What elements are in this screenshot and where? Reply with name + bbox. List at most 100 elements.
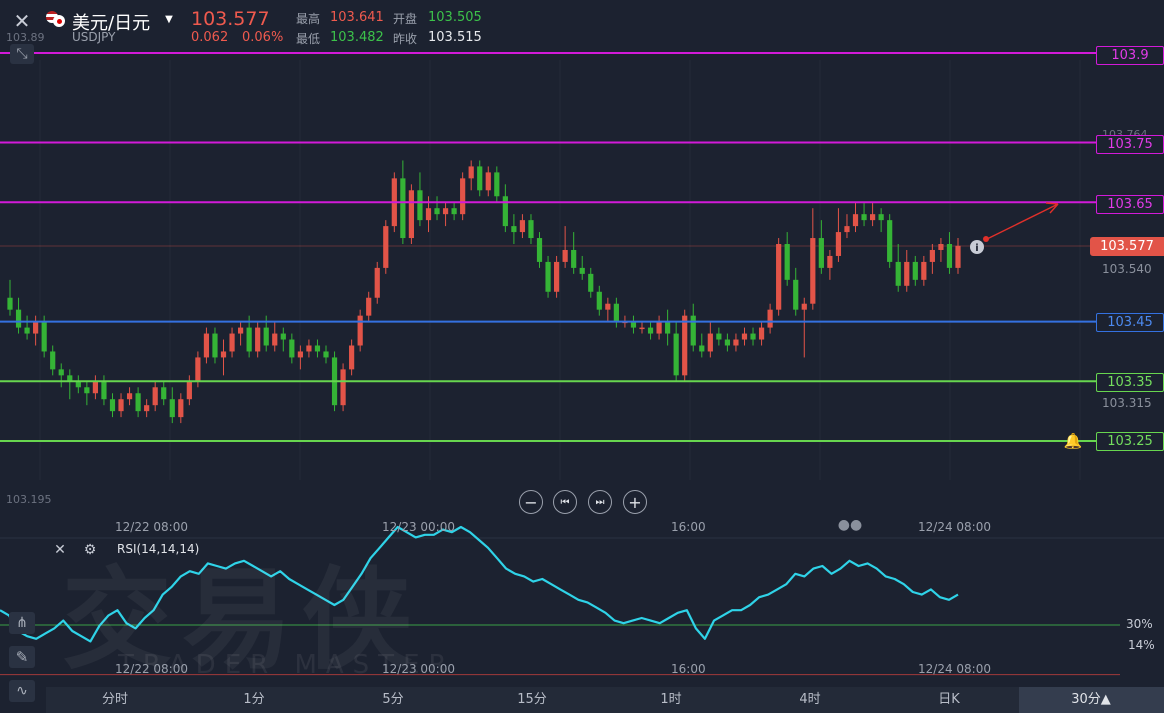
candle-down: [511, 226, 517, 233]
timeframe-tab[interactable]: 4时: [799, 692, 821, 707]
prev-close-value: 103.515: [428, 30, 482, 45]
candle-up: [272, 333, 278, 346]
candle-down: [912, 261, 918, 280]
price-change-pct: 0.06%: [242, 30, 284, 45]
candle-up: [656, 321, 662, 334]
timeframe-tab[interactable]: 1时: [660, 692, 682, 707]
candle-down: [417, 190, 423, 221]
candle-down: [84, 387, 90, 394]
candle-up: [827, 255, 833, 268]
timeframe-bar: [46, 687, 1019, 713]
timeframe-tab[interactable]: 日K: [938, 692, 960, 707]
scroll-start-button[interactable]: ⏮: [553, 490, 577, 514]
jp-flag-icon: [53, 15, 65, 27]
scroll-end-button[interactable]: ⏭: [588, 490, 612, 514]
settings-gear-icon[interactable]: ⚙: [83, 542, 97, 558]
pair-name[interactable]: 美元/日元: [72, 13, 151, 34]
candle-down: [895, 261, 901, 286]
candle-up: [408, 190, 415, 239]
candle-up: [605, 303, 611, 310]
timeframe-selected-bg: [1019, 687, 1164, 713]
level-label: 103.75: [1096, 135, 1164, 154]
candle-up: [220, 351, 227, 358]
price-tick: 103.540: [1102, 262, 1152, 276]
candle-up: [553, 261, 560, 292]
price-tick: 103.315: [1102, 396, 1152, 410]
candle-down: [289, 339, 295, 358]
candle-up: [118, 399, 124, 412]
price-tick: 103.89: [6, 31, 45, 44]
candle-down: [50, 351, 56, 370]
trend-arrow-head: [1045, 202, 1059, 214]
candle-down: [665, 321, 671, 334]
price-change: 0.062: [191, 30, 229, 45]
pencil-icon[interactable]: ✎: [9, 646, 35, 668]
dropdown-icon[interactable]: ▼: [165, 13, 173, 25]
timeframe-tab[interactable]: 5分: [382, 692, 404, 707]
candle-down: [434, 208, 440, 215]
candle-up: [237, 327, 244, 334]
trend-arrow-line: [984, 203, 1059, 241]
pair-symbol: USDJPY: [72, 30, 116, 44]
candle-up: [921, 261, 927, 280]
alarm-bell-icon[interactable]: 🔔: [1063, 432, 1083, 450]
indicator-icon[interactable]: ∿: [9, 680, 35, 702]
timeframe-tab[interactable]: 15分: [517, 692, 547, 707]
timeframe-tab-selected[interactable]: 30分▲: [1071, 692, 1111, 707]
collapse-icon[interactable]: ⤡: [10, 44, 34, 64]
zoom-in-button[interactable]: +: [623, 490, 647, 514]
candle-down: [58, 369, 64, 376]
rsi-title: RSI(14,14,14): [117, 542, 200, 556]
candle-down: [588, 273, 594, 292]
candle-up: [468, 166, 474, 179]
level-label: 103.45: [1096, 313, 1164, 332]
candle-down: [502, 196, 508, 227]
candle-up: [767, 309, 773, 328]
candle-down: [784, 244, 790, 280]
candle-down: [579, 267, 585, 274]
drawing-tool-icon[interactable]: ⋔: [9, 612, 35, 634]
candle-up: [357, 315, 363, 346]
level-label: 103.65: [1096, 195, 1164, 214]
candle-down: [101, 381, 107, 400]
candle-up: [297, 351, 303, 358]
rsi-time-label: 12/24 08:00: [918, 662, 991, 676]
timeframe-tab[interactable]: 分时: [101, 692, 128, 707]
candle-down: [280, 333, 286, 340]
candle-down: [494, 172, 500, 197]
low-value: 103.482: [330, 30, 384, 45]
candle-up: [144, 405, 150, 412]
rsi-time-label: 12/22 08:00: [115, 662, 188, 676]
candle-up: [152, 387, 158, 406]
candle-down: [109, 399, 116, 412]
candle-down: [67, 375, 73, 382]
time-label: 12/22 08:00: [115, 520, 188, 534]
candle-up: [485, 172, 491, 191]
rsi-line: [0, 525, 959, 643]
rsi-level-label: 30%: [1126, 617, 1153, 631]
candle-down: [946, 244, 953, 268]
candle-down: [75, 381, 81, 388]
close-indicator-icon[interactable]: ✕: [54, 542, 66, 558]
candle-up: [904, 261, 910, 286]
candle-up: [460, 178, 466, 215]
chart-overlays: i: [970, 202, 1059, 254]
candle-up: [425, 208, 432, 221]
candle-down: [818, 238, 824, 268]
timeframe-tab[interactable]: 1分: [243, 692, 265, 707]
candle-up: [733, 339, 739, 346]
candle-up: [929, 249, 935, 262]
candle-down: [528, 220, 534, 239]
candle-down: [545, 261, 551, 292]
candle-up: [707, 333, 713, 352]
close-icon[interactable]: ✕: [13, 9, 31, 33]
zoom-out-button[interactable]: −: [519, 490, 543, 514]
candle-up: [682, 315, 688, 376]
candle-up: [955, 245, 961, 268]
candle-down: [7, 297, 13, 310]
rsi-time-label: 16:00: [671, 662, 706, 676]
watermark-sub: TRADER MASTER: [118, 650, 456, 680]
price-tick: 103.195: [6, 493, 52, 506]
